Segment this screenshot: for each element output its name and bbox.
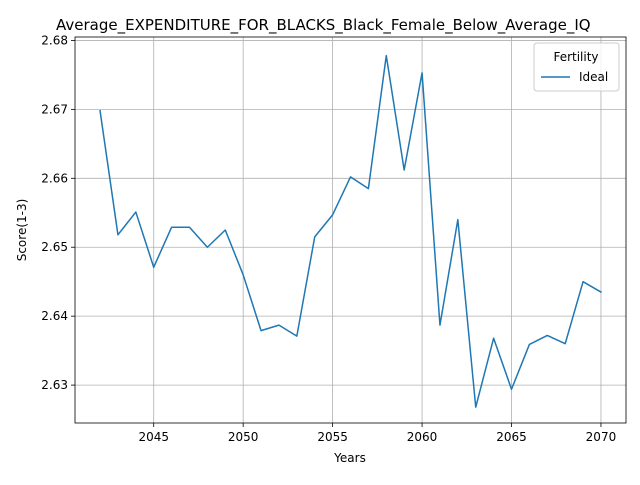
series-layer: [99, 54, 602, 408]
y-tick-label: 2.67: [41, 102, 68, 116]
legend-label-ideal: Ideal: [579, 70, 608, 84]
x-tick-label: 2065: [496, 430, 527, 444]
axes-frame: [74, 36, 627, 424]
y-tick-label: 2.63: [41, 378, 68, 392]
y-tick-label: 2.68: [41, 33, 68, 47]
y-axis-label: Score(1-3): [15, 199, 29, 262]
y-tick-label: 2.65: [41, 240, 68, 254]
x-tick-label: 2070: [586, 430, 617, 444]
series-line-ideal: [99, 54, 602, 408]
x-tick-label: 2060: [407, 430, 438, 444]
y-tick-label: 2.64: [41, 309, 68, 323]
chart-title: Average_EXPENDITURE_FOR_BLACKS_Black_Fem…: [56, 16, 591, 35]
x-axis-ticks: 2045 2050 2055 2060 2065 2070: [138, 423, 616, 444]
x-tick-label: 2050: [228, 430, 259, 444]
x-axis-label: Years: [333, 451, 366, 465]
legend-title: Fertility: [553, 50, 598, 64]
y-axis-ticks: 2.63 2.64 2.65 2.66 2.67 2.68: [41, 33, 75, 392]
legend-box: [533, 42, 620, 92]
legend: Fertility Ideal: [533, 42, 620, 92]
x-tick-label: 2055: [317, 430, 348, 444]
x-tick-label: 2045: [138, 430, 169, 444]
y-tick-label: 2.66: [41, 171, 68, 185]
